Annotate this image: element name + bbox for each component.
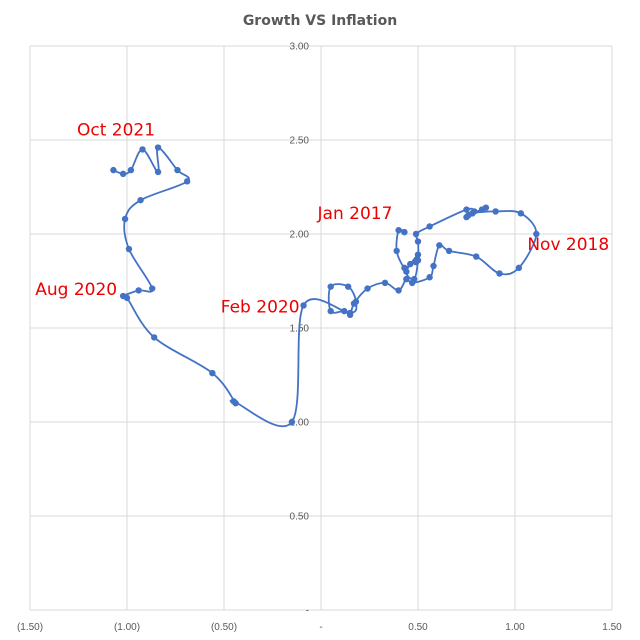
data-point [119, 292, 127, 300]
data-point [327, 307, 334, 315]
data-point [121, 215, 129, 223]
data-point [414, 251, 422, 258]
x-tick-label: (0.50) [211, 622, 237, 633]
series-growth-inflation [110, 144, 540, 428]
data-point [364, 285, 371, 292]
series-line [113, 146, 538, 428]
axes [30, 46, 612, 611]
data-point [327, 283, 334, 290]
data-point [412, 230, 420, 238]
data-point [403, 268, 410, 275]
data-point [414, 238, 422, 245]
annotations: Jan 2017 Nov 2018 Feb 2020 Aug 2020 Oct 2021 [35, 121, 609, 318]
data-point [445, 247, 453, 255]
x-tick-label: 0.50 [408, 622, 428, 633]
annotation-label: Oct 2021 [77, 121, 155, 141]
x-tick-label: - [319, 622, 322, 633]
data-point [381, 279, 389, 287]
data-point [395, 227, 402, 234]
data-point [533, 230, 540, 238]
data-point [517, 210, 525, 217]
data-point [496, 270, 503, 277]
data-point [139, 146, 146, 153]
data-point [469, 210, 476, 217]
data-point [209, 369, 216, 377]
data-point [135, 287, 142, 294]
y-tick-label: 0.50 [290, 512, 310, 523]
data-point [473, 253, 480, 260]
data-point [463, 206, 470, 213]
x-tick-label: (1.00) [114, 622, 140, 633]
data-point [407, 260, 414, 268]
x-tick-label: 1.50 [602, 622, 622, 633]
annotation-label: Aug 2020 [35, 280, 117, 300]
y-tick-label: 3.00 [290, 42, 310, 53]
data-point [403, 275, 410, 283]
data-point [393, 247, 400, 255]
data-point [430, 262, 437, 270]
annotation-label: Nov 2018 [527, 235, 609, 255]
data-point [174, 166, 181, 174]
data-point [346, 309, 354, 317]
annotation-label: Jan 2017 [317, 204, 393, 224]
data-point [426, 223, 433, 230]
y-tick-label: - [306, 606, 309, 617]
data-point [463, 213, 470, 221]
data-point [436, 242, 443, 249]
y-tick-label: 2.00 [290, 230, 310, 241]
data-point [150, 334, 158, 341]
data-point [300, 302, 307, 309]
data-point [352, 298, 360, 305]
x-tick-label: (1.50) [17, 622, 43, 633]
data-point [426, 274, 433, 281]
data-point [119, 170, 127, 178]
data-point [515, 264, 523, 272]
data-point [149, 285, 156, 292]
data-point [344, 283, 352, 290]
data-point [232, 400, 239, 407]
data-point [395, 287, 402, 294]
data-point [408, 279, 416, 287]
data-point [341, 307, 348, 315]
data-point [154, 144, 162, 151]
data-point [478, 206, 486, 213]
data-point [183, 178, 191, 185]
y-tick-label: 2.50 [290, 136, 310, 147]
data-point [288, 418, 296, 426]
data-point [401, 228, 408, 236]
data-point [414, 257, 422, 264]
annotation-label: Feb 2020 [221, 297, 300, 317]
data-point [127, 166, 135, 174]
data-point [125, 245, 133, 253]
data-point [492, 208, 499, 215]
x-tick-label: 1.00 [505, 622, 525, 633]
data-point [110, 166, 117, 174]
y-tick-label: 1.00 [290, 418, 310, 429]
chart-title: Growth VS Inflation [243, 13, 397, 29]
data-point [137, 196, 144, 204]
data-point [154, 168, 162, 176]
